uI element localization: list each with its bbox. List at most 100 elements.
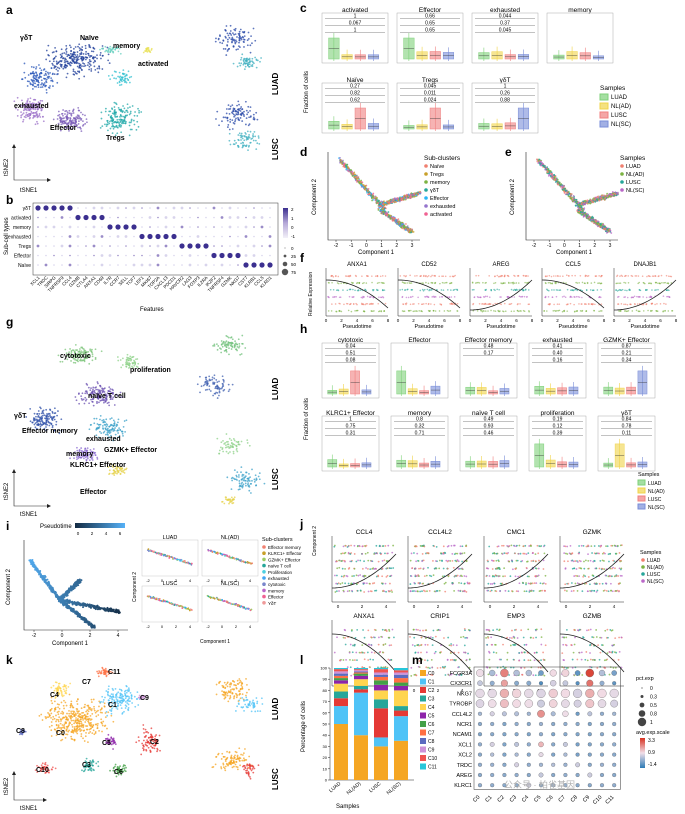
cell-dot bbox=[348, 295, 351, 298]
cell-dot-naive bbox=[88, 45, 91, 48]
expression-dot bbox=[116, 206, 120, 210]
cell-dot bbox=[634, 303, 636, 306]
cell-dot-exhausted bbox=[39, 116, 42, 118]
colorbar bbox=[283, 208, 288, 238]
cell-dot bbox=[567, 192, 570, 195]
expression-dot bbox=[44, 225, 48, 229]
cell-dot-gdt bbox=[46, 71, 49, 74]
tick-label: 2 bbox=[340, 318, 343, 323]
cell-dot-gdt bbox=[51, 79, 54, 82]
cluster-label: γδT bbox=[20, 35, 33, 42]
cell-dot bbox=[584, 213, 587, 216]
cell-dot-proliferation bbox=[126, 353, 129, 356]
tick-label: 8 bbox=[387, 318, 390, 323]
cell-dot-effector bbox=[68, 127, 70, 130]
cell-dot-exhausted bbox=[36, 122, 39, 125]
expression-dot bbox=[45, 254, 47, 257]
cell-dot-naive bbox=[67, 53, 69, 56]
cell-dot-luad bbox=[226, 32, 229, 35]
expression-dot bbox=[245, 207, 247, 209]
cell-dot bbox=[372, 302, 374, 305]
tick-label: 6 bbox=[371, 318, 374, 323]
cell-dot-gdt bbox=[21, 78, 24, 81]
cell-dot-naive bbox=[86, 64, 89, 67]
cell-dot bbox=[401, 296, 404, 299]
cell-dot-cytotoxic bbox=[81, 346, 84, 349]
legend-dot bbox=[620, 180, 624, 184]
cell-dot-memory bbox=[118, 47, 121, 50]
cell-dot bbox=[654, 275, 657, 278]
cell-dot-cytotoxic bbox=[74, 343, 77, 346]
cell-dot-naive bbox=[72, 47, 75, 50]
cell-dot-memory bbox=[105, 49, 108, 52]
cell-dot bbox=[342, 165, 345, 168]
cell-dot bbox=[523, 295, 526, 298]
cell-dot-tregs bbox=[119, 125, 122, 128]
expression-dot bbox=[163, 233, 169, 240]
cell-dot-naive bbox=[92, 57, 95, 60]
expression-dot bbox=[76, 235, 80, 238]
cell-dot-naive bbox=[55, 68, 58, 71]
cell-dot bbox=[382, 289, 384, 292]
cell-dot bbox=[380, 310, 383, 312]
axis-label-x: Features bbox=[140, 307, 164, 313]
expression-dot bbox=[68, 225, 72, 229]
cell-dot-naive bbox=[76, 58, 78, 61]
expression-dot bbox=[101, 245, 103, 247]
legend-swatch bbox=[599, 111, 609, 119]
cell-dot-exhausted bbox=[36, 108, 39, 111]
cell-dot-lusc bbox=[225, 108, 228, 110]
cell-dot-memory bbox=[130, 75, 133, 78]
cell-dot-naive bbox=[52, 60, 55, 63]
expression-dot bbox=[252, 244, 256, 248]
cell-dot bbox=[381, 210, 384, 213]
cell-dot-exhausted bbox=[32, 98, 35, 101]
cell-dot bbox=[376, 275, 379, 278]
cell-dot bbox=[625, 310, 628, 313]
cell-dot-luad bbox=[236, 36, 238, 38]
expression-dot bbox=[132, 263, 136, 267]
cell-dot bbox=[637, 275, 640, 277]
axis-label-y: Component 2 bbox=[312, 178, 318, 215]
subcluster-legend: NaïveTregsmemoryγδTEffectorexhaustedacti… bbox=[424, 164, 455, 218]
cell-dot bbox=[583, 215, 586, 218]
cell-dot-lusc bbox=[255, 148, 258, 151]
cell-dot-naive bbox=[74, 70, 76, 73]
cell-dot bbox=[594, 303, 596, 306]
cell-dot bbox=[550, 275, 553, 278]
cell-dot-exhausted bbox=[26, 115, 29, 118]
cell-dot-luad bbox=[239, 58, 242, 61]
cell-dot bbox=[641, 275, 644, 278]
cell-dot bbox=[411, 295, 414, 298]
cell-dot bbox=[658, 282, 661, 285]
expression-dot bbox=[213, 235, 215, 238]
tick-label: 2 bbox=[593, 243, 596, 249]
cell-dot-gdt bbox=[27, 74, 30, 76]
expression-dot bbox=[221, 245, 223, 247]
cell-dot-gdt bbox=[40, 76, 43, 78]
cell-dot-luad bbox=[219, 41, 221, 44]
cell-dot-cytotoxic bbox=[94, 348, 97, 351]
cell-dot bbox=[352, 303, 355, 305]
cell-dot bbox=[426, 275, 429, 278]
cell-dot bbox=[338, 296, 341, 299]
cell-dot bbox=[504, 310, 507, 313]
cell-dot-tregs bbox=[113, 106, 116, 108]
cell-dot-naive bbox=[78, 43, 81, 46]
cell-dot-memory bbox=[116, 46, 119, 48]
expression-dot bbox=[132, 206, 136, 210]
cell-dot-tregs bbox=[140, 111, 143, 113]
cell-dot bbox=[569, 302, 572, 305]
cell-dot-tregs bbox=[115, 103, 118, 106]
cell-dot bbox=[350, 310, 353, 313]
cell-dot-naive bbox=[54, 55, 57, 58]
cell-dot-naive bbox=[65, 53, 68, 55]
cell-dot bbox=[624, 289, 626, 292]
expression-dot bbox=[43, 205, 49, 211]
axis-label-y: Fraction of cells bbox=[304, 71, 310, 113]
cell-dot-naive bbox=[80, 395, 83, 398]
cell-dot-memory bbox=[107, 74, 110, 77]
expression-dot bbox=[85, 207, 87, 209]
